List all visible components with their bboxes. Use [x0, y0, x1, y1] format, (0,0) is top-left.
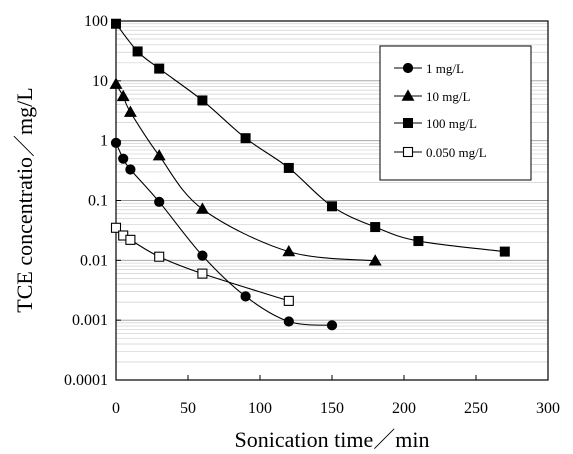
series-line-0-050-mg-l — [115, 227, 289, 302]
data-point-100-mg-l — [240, 133, 251, 144]
legend-box — [379, 45, 532, 181]
data-point-100-mg-l — [413, 236, 424, 247]
data-point-10-mg-l — [116, 89, 130, 102]
x-tick-label: 0 — [112, 400, 120, 417]
data-point-legend-10-mg-l — [401, 89, 415, 101]
data-point-100-mg-l — [154, 63, 165, 74]
data-point-100-mg-l — [499, 246, 510, 257]
data-point-10-mg-l — [195, 202, 209, 214]
series-line-1-mg-l — [115, 142, 333, 326]
y-axis-ticks: 0.0001 0.001 0.01 0.1 1 10 100 — [64, 13, 121, 389]
y-tick-label: 0.01 — [80, 252, 108, 269]
data-point-0-050-mg-l — [283, 295, 294, 306]
data-point-0-050-mg-l — [125, 234, 136, 245]
y-tick-label: 1 — [100, 133, 108, 150]
legend-label: 10 mg/L — [426, 89, 470, 104]
data-point-1-mg-l — [125, 164, 136, 175]
data-point-1-mg-l — [110, 137, 122, 148]
data-point-10-mg-l — [109, 77, 123, 89]
data-point-10-mg-l — [152, 149, 166, 161]
y-tick-label: 10 — [92, 73, 108, 90]
data-point-100-mg-l — [197, 95, 208, 106]
x-tick-label: 250 — [464, 400, 488, 417]
data-point-1-mg-l — [154, 196, 165, 207]
data-point-10-mg-l — [282, 244, 296, 257]
data-point-legend-100-mg-l — [403, 118, 413, 128]
data-point-0-050-mg-l — [110, 222, 122, 233]
legend-label: 100 mg/L — [426, 116, 477, 131]
series-line-10-mg-l — [115, 83, 376, 262]
y-tick-label: 0.0001 — [64, 372, 108, 389]
data-point-legend-0-050-mg-l — [402, 146, 414, 158]
data-point-10-mg-l — [368, 254, 382, 266]
x-axis-title: Sonication time／min — [235, 427, 430, 452]
y-tick-label: 0.1 — [88, 193, 108, 210]
y-axis-title: TCE concentratio／mg/L — [12, 87, 37, 312]
data-point-100-mg-l — [327, 201, 337, 212]
legend-label: 0.050 mg/L — [426, 145, 487, 160]
x-tick-label: 300 — [536, 400, 560, 417]
series-line-100-mg-l — [115, 23, 505, 253]
data-point-10-mg-l — [123, 105, 137, 117]
data-point-100-mg-l — [132, 46, 143, 57]
data-point-100-mg-l — [111, 18, 121, 29]
legend: 1 mg/L 10 mg/L 100 mg/L 0.050 mg/L — [379, 45, 532, 181]
series-layer — [109, 18, 510, 331]
data-point-0-050-mg-l — [197, 268, 208, 279]
x-axis-ticks: 0 50 100 150 200 250 300 — [112, 375, 560, 417]
data-point-100-mg-l — [370, 222, 381, 233]
data-point-1-mg-l — [326, 320, 338, 331]
data-point-legend-1-mg-l — [402, 62, 414, 74]
x-tick-label: 50 — [180, 400, 196, 417]
data-point-1-mg-l — [118, 153, 129, 164]
legend-label: 1 mg/L — [426, 61, 464, 76]
data-point-1-mg-l — [197, 250, 208, 261]
data-point-1-mg-l — [283, 316, 294, 327]
data-point-100-mg-l — [283, 162, 294, 173]
x-tick-label: 150 — [320, 400, 344, 417]
x-tick-label: 100 — [248, 400, 272, 417]
y-tick-label: 100 — [84, 13, 108, 30]
data-point-0-050-mg-l — [154, 251, 165, 262]
data-point-1-mg-l — [240, 291, 251, 302]
x-tick-label: 200 — [392, 400, 416, 417]
y-tick-label: 0.001 — [72, 312, 108, 329]
